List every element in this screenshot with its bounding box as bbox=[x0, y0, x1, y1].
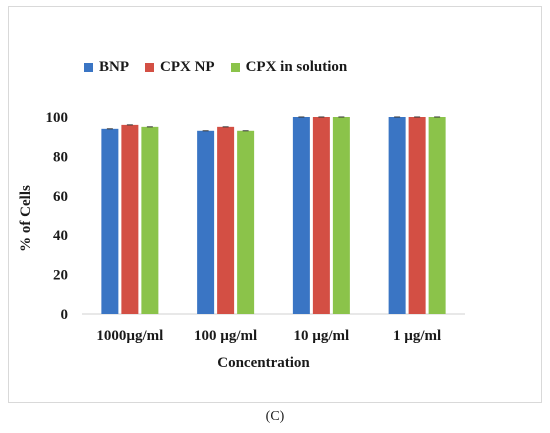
figure-caption: (C) bbox=[265, 409, 285, 424]
y-tick-label: 60 bbox=[53, 189, 68, 205]
bar-bnp-3 bbox=[388, 117, 406, 314]
legend-item-cpx-np: CPX NP bbox=[145, 59, 215, 76]
legend-label-bnp: BNP bbox=[99, 59, 129, 75]
y-tick-label: 0 bbox=[61, 307, 69, 323]
x-tick-label: 1 µg/ml bbox=[393, 328, 441, 344]
bar-bnp-2 bbox=[292, 117, 310, 314]
y-tick-label: 80 bbox=[53, 149, 68, 165]
y-tick-label: 100 bbox=[46, 110, 69, 126]
bar-cpx-in-solution-2 bbox=[332, 117, 350, 314]
bar-cpx-np-2 bbox=[312, 117, 330, 314]
legend-swatch-cpx-np bbox=[145, 63, 154, 72]
y-axis-title: % of Cells bbox=[18, 185, 34, 252]
x-tick-label: 10 µg/ml bbox=[294, 328, 350, 344]
legend-label-cpx-solution: CPX in solution bbox=[245, 59, 348, 75]
bar-cpx-in-solution-1 bbox=[237, 130, 255, 314]
bar-cpx-np-1 bbox=[217, 126, 235, 314]
x-tick-label: 100 µg/ml bbox=[194, 328, 257, 344]
bar-bnp-0 bbox=[101, 128, 119, 314]
bar-bnp-1 bbox=[197, 130, 215, 314]
x-axis-title: Concentration bbox=[217, 355, 310, 371]
chart-frame bbox=[8, 6, 542, 403]
x-tick-label: 1000µg/ml bbox=[96, 328, 163, 344]
legend-label-cpx-np: CPX NP bbox=[160, 59, 215, 75]
y-tick-label: 40 bbox=[53, 228, 68, 244]
bar-cpx-np-3 bbox=[408, 117, 426, 314]
bar-cpx-in-solution-3 bbox=[428, 117, 446, 314]
legend-item-cpx-solution: CPX in solution bbox=[230, 59, 348, 76]
chart-legend: BNP CPX NP CPX in solution bbox=[84, 59, 363, 76]
bar-cpx-in-solution-0 bbox=[141, 126, 159, 314]
legend-swatch-bnp bbox=[84, 63, 93, 72]
legend-item-bnp: BNP bbox=[84, 59, 129, 76]
bar-cpx-np-0 bbox=[121, 124, 139, 314]
legend-swatch-cpx-solution bbox=[230, 63, 240, 72]
y-tick-label: 20 bbox=[53, 268, 68, 284]
